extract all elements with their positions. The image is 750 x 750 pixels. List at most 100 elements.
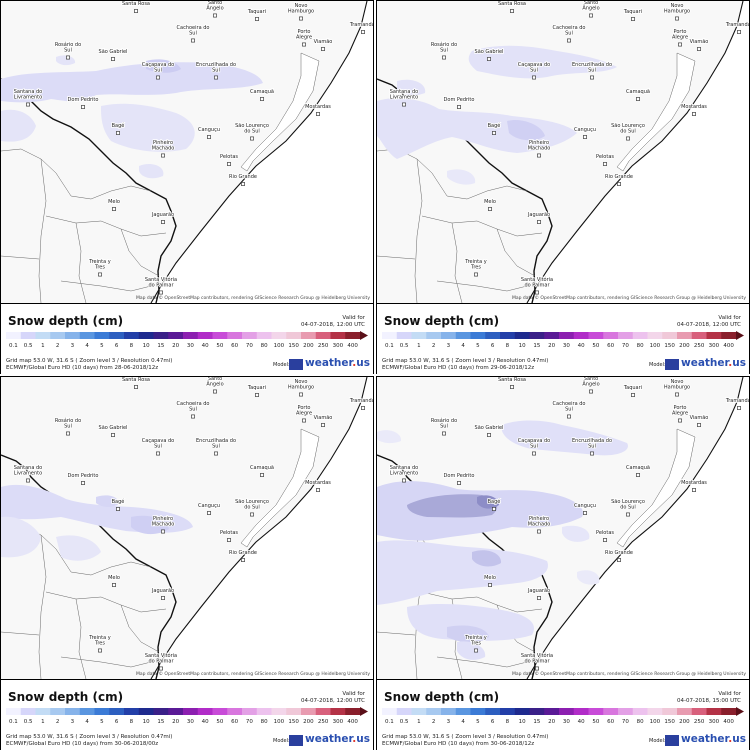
city-square-icon bbox=[98, 648, 102, 653]
legend-panel-4: Snow depth (cm) Valid for 04-07-2018, 15:… bbox=[377, 679, 749, 750]
city-name: Rio Grande bbox=[229, 174, 257, 180]
scale-cell bbox=[662, 708, 678, 715]
city-square-icon bbox=[474, 272, 478, 277]
weather-us-logo[interactable]: weather.us bbox=[289, 357, 370, 372]
scale-label: 6 bbox=[114, 343, 119, 349]
city-name: Cachoeira do bbox=[553, 401, 586, 407]
scale-label: 1 bbox=[41, 343, 45, 349]
city-square-icon bbox=[603, 162, 607, 166]
scale-cell bbox=[618, 708, 634, 715]
city-name: Sul bbox=[565, 31, 573, 37]
scale-label: 250 bbox=[693, 719, 705, 725]
scale-label: 0.1 bbox=[385, 343, 394, 349]
city-square-icon bbox=[213, 389, 217, 394]
city-name: do Sul bbox=[620, 505, 636, 511]
city-name: Pelotas bbox=[596, 530, 614, 536]
city-name: do Palmar bbox=[148, 659, 174, 665]
scale-label: 20 bbox=[172, 343, 180, 349]
city-name: Taquari bbox=[623, 9, 642, 15]
weather-us-logo[interactable]: weather.us bbox=[289, 733, 370, 748]
scale-cell bbox=[20, 708, 36, 715]
city-marker: Melo bbox=[483, 198, 497, 211]
scale-cell bbox=[286, 332, 302, 339]
city-square-icon bbox=[590, 75, 594, 80]
scale-label: 70 bbox=[245, 719, 253, 725]
scale-cell bbox=[242, 708, 258, 715]
scale-cell bbox=[94, 332, 110, 339]
city-marker: Pelotas bbox=[219, 529, 239, 542]
city-name: Pinheiro bbox=[153, 516, 173, 522]
weather-us-logo[interactable]: weather.us bbox=[665, 357, 746, 372]
city-square-icon bbox=[255, 17, 259, 21]
city-name: Pelotas bbox=[220, 154, 238, 160]
scale-label: 3 bbox=[446, 719, 451, 725]
scale-cell bbox=[212, 708, 228, 715]
city-square-icon bbox=[250, 136, 254, 141]
grid-info: Grid map 53.0 W, 31.6 S ( Zoom level 3 /… bbox=[382, 734, 549, 747]
city-name: São Gabriel bbox=[475, 49, 504, 55]
city-square-icon bbox=[626, 136, 630, 141]
city-name: Rio Grande bbox=[605, 174, 633, 180]
city-name: Camaquã bbox=[250, 89, 274, 95]
scale-label: 15 bbox=[157, 719, 165, 725]
scale-label: 6 bbox=[114, 719, 119, 725]
scale-cell bbox=[168, 332, 184, 339]
city-marker: Camaquã bbox=[625, 88, 651, 101]
city-marker: Santa Rosa bbox=[497, 1, 527, 13]
city-name: Cachoeira do bbox=[177, 25, 210, 31]
city-name: Sul bbox=[588, 444, 596, 450]
weather-us-logo[interactable]: weather.us bbox=[665, 733, 746, 748]
city-name: Porto bbox=[298, 29, 311, 35]
city-square-icon bbox=[603, 538, 607, 542]
city-name: Jaguarão bbox=[527, 212, 550, 218]
city-square-icon bbox=[532, 75, 536, 80]
city-name: Camaquã bbox=[250, 465, 274, 471]
grid-info: Grid map 53.0 W, 31.6 S ( Zoom level 3 /… bbox=[6, 358, 173, 371]
city-name: Jaguarão bbox=[527, 588, 550, 594]
city-name: Caçapava do bbox=[142, 438, 174, 444]
city-square-icon bbox=[159, 666, 163, 671]
eu-flag-icon bbox=[665, 359, 679, 370]
city-marker: Taquari bbox=[622, 8, 643, 21]
scale-label: 2 bbox=[55, 719, 60, 725]
scale-label: 40 bbox=[577, 719, 585, 725]
eu-flag-icon bbox=[289, 735, 303, 746]
scale-cell bbox=[183, 708, 199, 715]
scale-label: 200 bbox=[679, 343, 690, 349]
map-credit: Map data © OpenStreetMap contributors, r… bbox=[512, 672, 746, 677]
city-name: Santa Rosa bbox=[122, 377, 150, 383]
city-name: Alegre bbox=[672, 35, 688, 41]
city-name: Cachoeira do bbox=[553, 25, 586, 31]
city-marker: Viamão bbox=[313, 414, 333, 427]
city-name: Alegre bbox=[296, 411, 312, 417]
scale-cell bbox=[721, 332, 737, 339]
scale-label: 0.1 bbox=[9, 343, 18, 349]
city-square-icon bbox=[112, 583, 116, 587]
city-square-icon bbox=[737, 30, 741, 34]
scale-label: 4 bbox=[461, 343, 465, 349]
scale-cell bbox=[330, 708, 346, 715]
city-marker: Mostardas bbox=[680, 479, 708, 492]
city-name: Livramento bbox=[14, 471, 42, 477]
city-name: Caçapava do bbox=[518, 62, 550, 68]
scale-cell bbox=[411, 332, 427, 339]
city-square-icon bbox=[567, 414, 571, 419]
scale-label: 80 bbox=[636, 719, 644, 725]
scale-label: 70 bbox=[621, 719, 629, 725]
scale-cell bbox=[197, 708, 213, 715]
city-name: Tres bbox=[94, 641, 105, 647]
scale-cell bbox=[286, 708, 302, 715]
